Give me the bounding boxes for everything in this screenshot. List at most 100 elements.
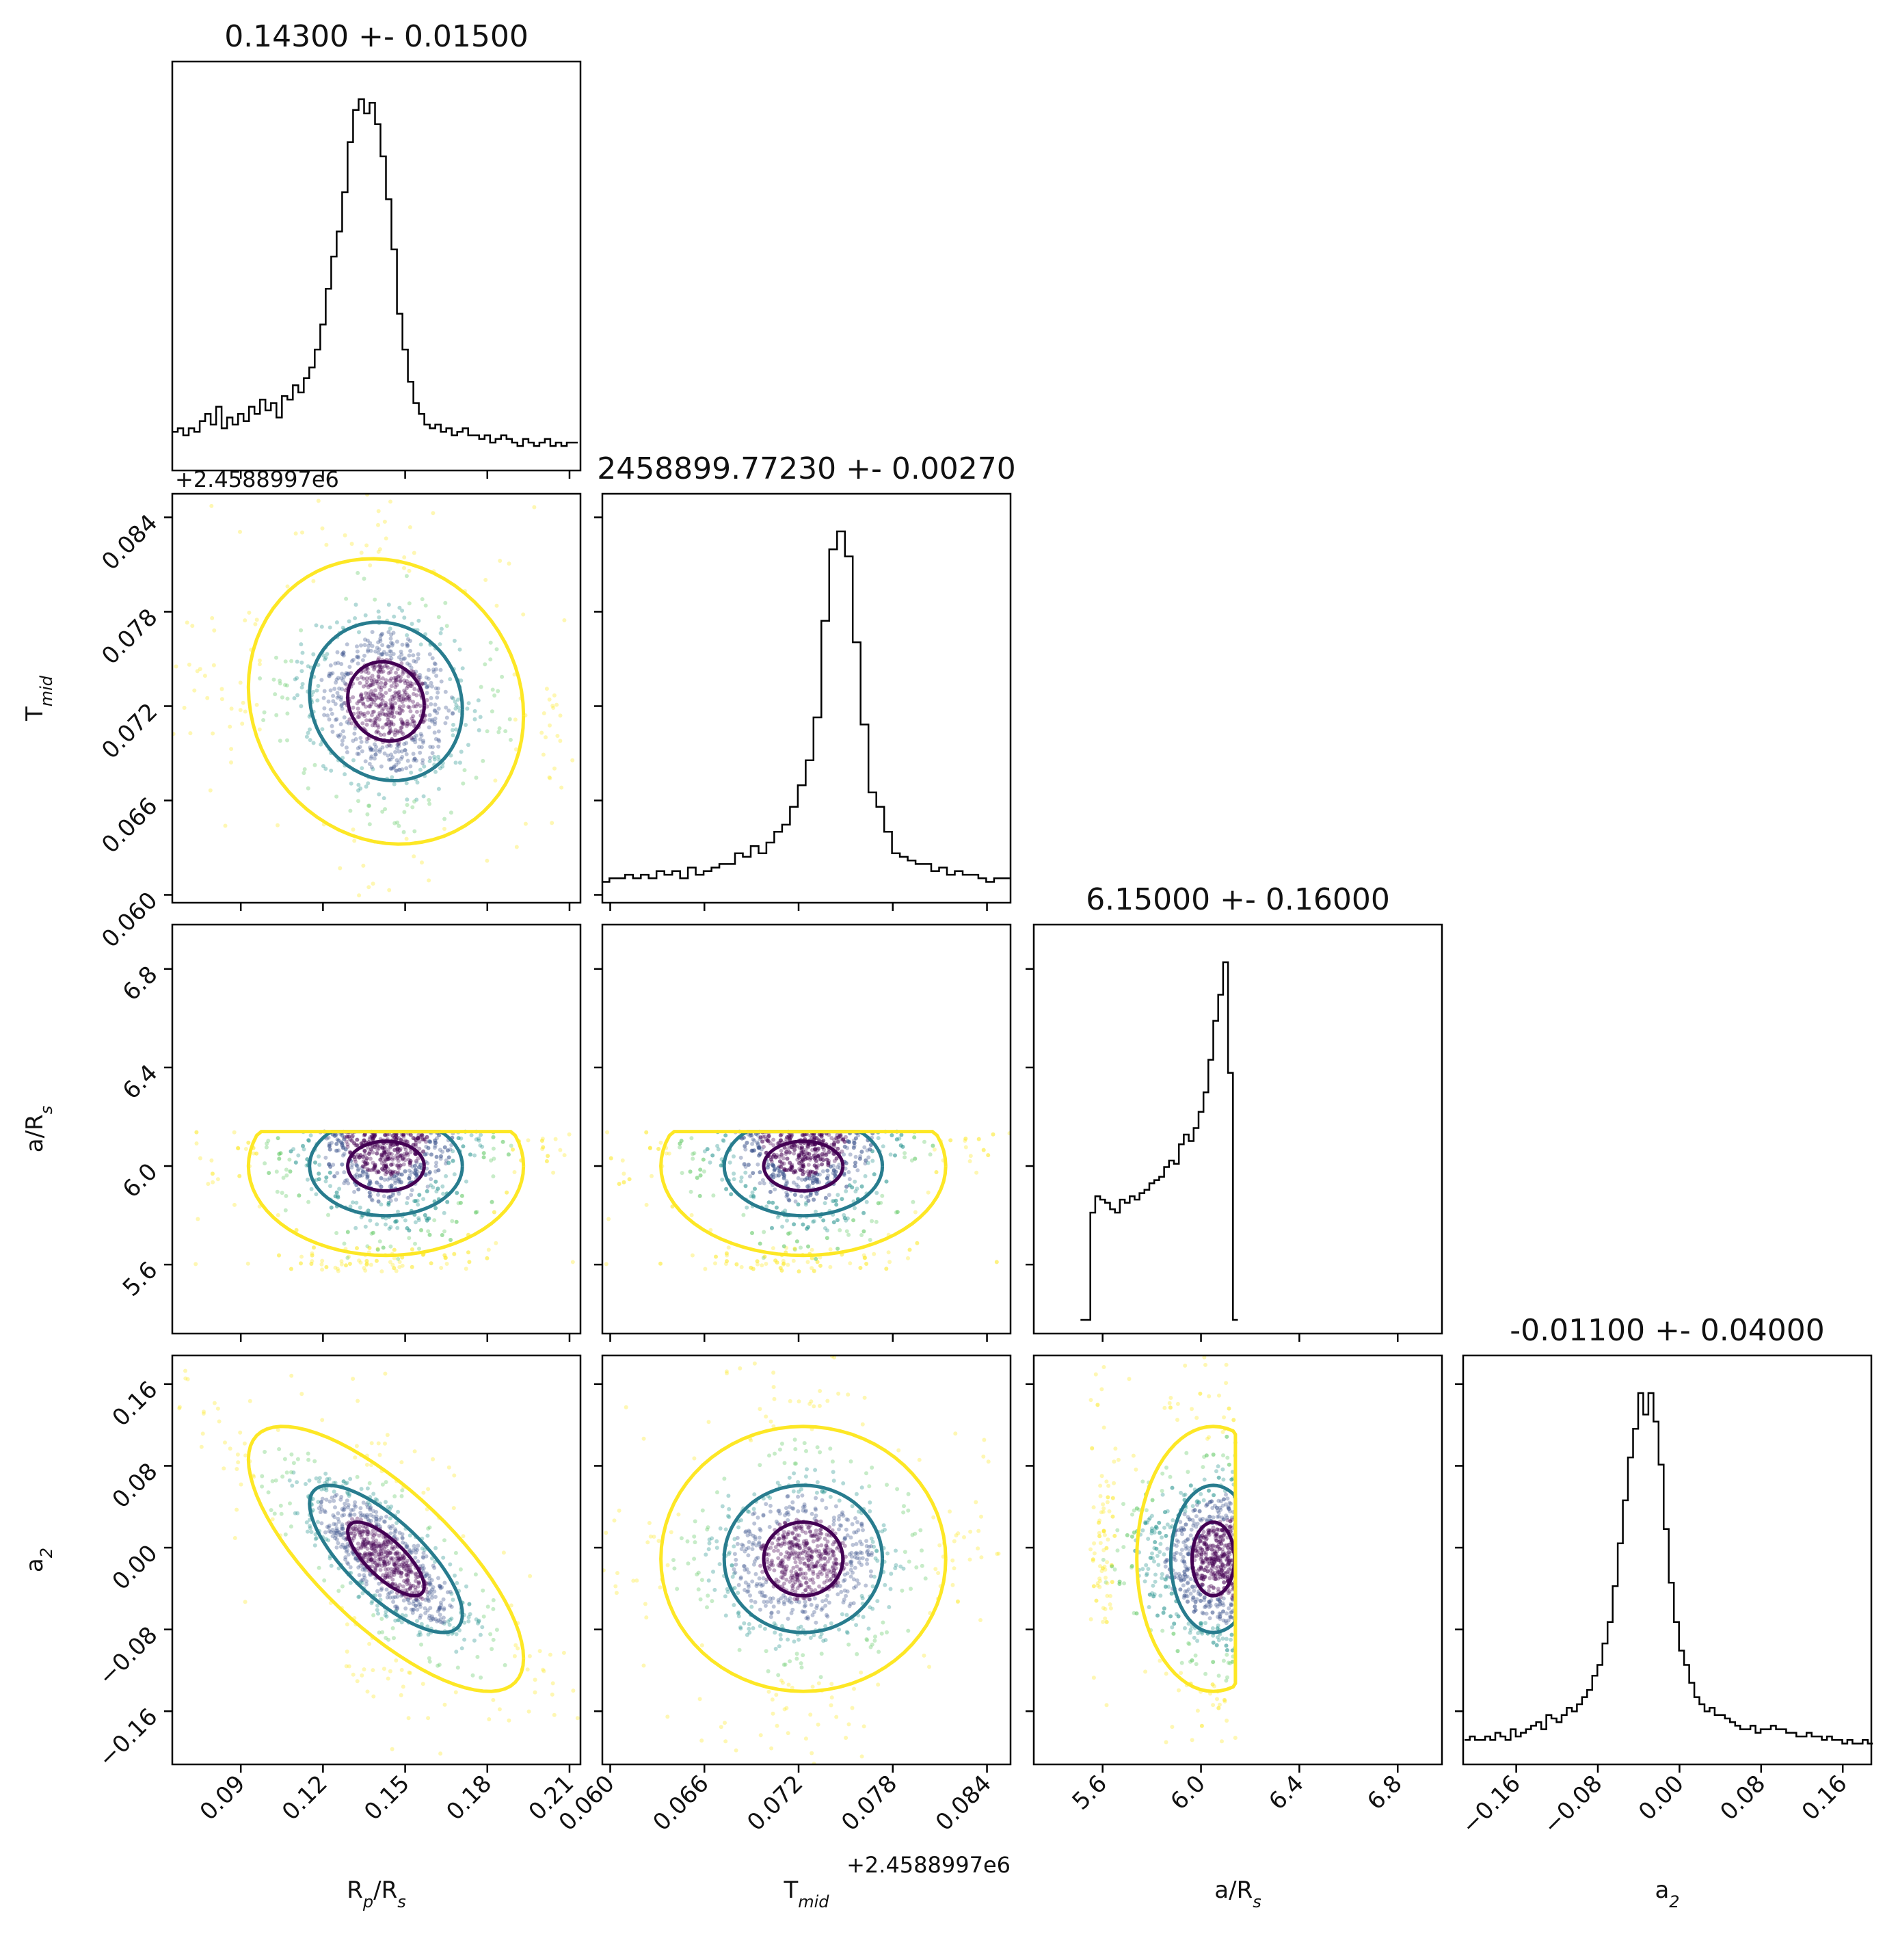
scatter-point bbox=[442, 1253, 447, 1258]
scatter-point bbox=[369, 1552, 374, 1557]
scatter-point bbox=[307, 1478, 312, 1483]
scatter-point bbox=[409, 736, 414, 741]
scatter-point bbox=[526, 1709, 531, 1714]
scatter-point bbox=[780, 1171, 785, 1176]
scatter-point bbox=[401, 1561, 405, 1565]
scatter-point bbox=[812, 1596, 817, 1601]
scatter-point bbox=[375, 1247, 380, 1252]
scatter-point bbox=[772, 1168, 777, 1173]
scatter-point bbox=[792, 1143, 797, 1148]
scatter-point bbox=[405, 633, 410, 637]
scatter-point bbox=[812, 1147, 817, 1152]
scatter-point bbox=[408, 684, 413, 688]
scatter-point bbox=[801, 1158, 805, 1163]
scatter-point bbox=[443, 1256, 448, 1260]
scatter-point bbox=[413, 1167, 418, 1172]
scatter-point bbox=[827, 1150, 831, 1154]
scatter-point bbox=[389, 1541, 394, 1546]
scatter-point bbox=[742, 1564, 747, 1569]
scatter-point bbox=[490, 1200, 494, 1204]
scatter-point bbox=[414, 709, 419, 714]
scatter-point bbox=[385, 1574, 390, 1579]
scatter-point bbox=[765, 1138, 770, 1143]
scatter-point bbox=[384, 1165, 388, 1169]
scatter-point bbox=[770, 1226, 774, 1230]
scatter-point bbox=[348, 1565, 353, 1570]
scatter-point bbox=[334, 1148, 339, 1153]
scatter-point bbox=[962, 1535, 966, 1539]
scatter-point bbox=[479, 685, 483, 689]
scatter-point bbox=[394, 1132, 399, 1137]
scatter-point bbox=[407, 1587, 412, 1591]
scatter-point bbox=[692, 1151, 697, 1156]
scatter-point bbox=[390, 1162, 395, 1167]
scatter-point bbox=[349, 721, 354, 726]
scatter-point bbox=[739, 1175, 744, 1180]
scatter-point bbox=[355, 1143, 360, 1148]
scatter-point bbox=[451, 1158, 455, 1163]
scatter-point bbox=[299, 704, 304, 708]
scatter-point bbox=[454, 703, 459, 708]
scatter-point bbox=[395, 820, 400, 825]
scatter-point bbox=[308, 1524, 312, 1528]
scatter-point bbox=[408, 1568, 413, 1572]
scatter-point bbox=[377, 711, 382, 715]
scatter-point bbox=[360, 1165, 364, 1170]
scatter-point bbox=[732, 1177, 736, 1182]
scatter-point bbox=[343, 1545, 347, 1550]
scatter-point bbox=[405, 1578, 410, 1582]
scatter-point bbox=[361, 702, 366, 706]
scatter-point bbox=[814, 1165, 818, 1169]
scatter-point bbox=[407, 601, 412, 606]
scatter-point bbox=[833, 1198, 838, 1203]
scatter-point bbox=[371, 700, 376, 704]
scatter-point bbox=[512, 672, 517, 677]
scatter-point bbox=[431, 670, 436, 674]
scatter-point bbox=[386, 644, 390, 649]
scatter-point bbox=[362, 1539, 367, 1544]
scatter-point bbox=[841, 1513, 846, 1518]
scatter-point bbox=[302, 1147, 306, 1152]
scatter-point bbox=[358, 1205, 362, 1210]
scatter-point bbox=[368, 1218, 373, 1223]
scatter-point bbox=[857, 1156, 862, 1161]
scatter-point bbox=[238, 529, 242, 534]
scatter-point bbox=[274, 1169, 279, 1174]
scatter-point bbox=[397, 760, 401, 765]
scatter-point bbox=[373, 1163, 377, 1167]
scatter-point bbox=[380, 1145, 385, 1150]
scatter-point bbox=[410, 737, 414, 742]
scatter-point bbox=[820, 1154, 825, 1158]
scatter-point bbox=[789, 1569, 794, 1574]
scatter-point bbox=[491, 1697, 496, 1702]
scatter-point bbox=[289, 1149, 293, 1154]
scatter-point bbox=[425, 1189, 429, 1193]
scatter-point bbox=[801, 1133, 805, 1137]
scatter-point bbox=[253, 622, 258, 626]
scatter-point bbox=[768, 1503, 773, 1508]
scatter-point bbox=[850, 1185, 855, 1190]
scatter-point bbox=[382, 751, 387, 756]
scatter-point bbox=[366, 685, 371, 689]
scatter-point bbox=[232, 1202, 237, 1207]
scatter-point bbox=[381, 694, 386, 699]
scatter-point bbox=[800, 1168, 805, 1173]
scatter-point bbox=[334, 1492, 339, 1497]
scatter-point bbox=[431, 667, 436, 672]
scatter-point bbox=[855, 1168, 860, 1173]
scatter-point bbox=[658, 1261, 663, 1266]
scatter-point bbox=[832, 1539, 837, 1544]
scatter-point bbox=[355, 1175, 360, 1180]
scatter-point bbox=[395, 1147, 399, 1152]
scatter-point bbox=[361, 701, 366, 706]
scatter-point bbox=[364, 683, 369, 687]
scatter-point bbox=[374, 1550, 379, 1554]
scatter-point bbox=[433, 769, 438, 774]
scatter-point bbox=[364, 691, 368, 696]
scatter-point bbox=[348, 1580, 353, 1585]
scatter-point bbox=[413, 1199, 418, 1204]
scatter-point bbox=[825, 1228, 829, 1233]
scatter-point bbox=[299, 1261, 303, 1266]
scatter-point bbox=[834, 1557, 838, 1562]
scatter-point bbox=[408, 1585, 413, 1589]
